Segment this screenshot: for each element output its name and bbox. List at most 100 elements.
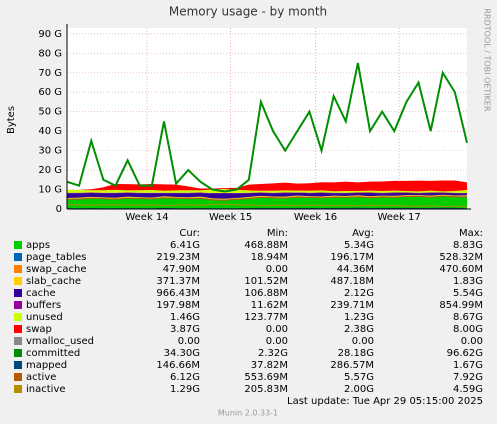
legend-stat: 196.17M	[330, 252, 374, 263]
legend-stat: 0.00	[266, 324, 288, 335]
legend-stat: 18.94M	[251, 252, 288, 263]
x-tick-label: Week 17	[377, 212, 420, 223]
legend-stat: 487.18M	[330, 276, 374, 287]
legend-stat: 197.98M	[156, 300, 200, 311]
column-header: Min:	[267, 228, 288, 239]
x-tick-label: Week 14	[125, 212, 168, 223]
last-update: Last update: Tue Apr 29 05:15:00 2025	[287, 396, 483, 407]
y-axis-label: Bytes	[6, 106, 17, 134]
legend-stat: 239.71M	[330, 300, 374, 311]
y-tick-label: 40 G	[38, 126, 62, 137]
y-tick-label: 90 G	[38, 29, 62, 40]
legend-stat: 11.62M	[251, 300, 288, 311]
legend-stat: 205.83M	[244, 384, 288, 395]
legend-name: page_tables	[26, 252, 87, 263]
legend-stat: 0.00	[352, 336, 374, 347]
legend-name: active	[26, 372, 56, 383]
legend-stat: 5.34G	[344, 240, 374, 251]
legend-name: mapped	[26, 360, 67, 371]
legend-stat: 96.62G	[447, 348, 483, 359]
area	[67, 192, 467, 194]
legend-stat: 0.00	[266, 264, 288, 275]
legend-swatch	[14, 385, 22, 393]
legend-swatch	[14, 337, 22, 345]
legend-swatch	[14, 325, 22, 333]
legend-name: vmalloc_used	[26, 336, 94, 347]
legend-swatch	[14, 301, 22, 309]
legend-stat: 0.00	[266, 336, 288, 347]
legend-name: buffers	[26, 300, 61, 311]
column-header: Max:	[459, 228, 483, 239]
area	[67, 189, 467, 193]
x-tick-label: Week 16	[294, 212, 337, 223]
legend-stat: 553.69M	[244, 372, 288, 383]
legend-stat: 854.99M	[439, 300, 483, 311]
y-tick-label: 70 G	[38, 68, 62, 79]
y-tick-label: 30 G	[38, 146, 62, 157]
legend-stat: 1.23G	[344, 312, 374, 323]
line	[66, 203, 468, 207]
legend-stat: 44.36M	[337, 264, 374, 275]
legend-name: swap_cache	[26, 264, 86, 275]
watermark: RRDTOOL / TOBI OETIKER	[483, 8, 492, 111]
x-tick-label: Week 15	[209, 212, 252, 223]
legend-stat: 123.77M	[244, 312, 288, 323]
legend-stat: 2.00G	[344, 384, 374, 395]
legend-stat: 1.46G	[170, 312, 200, 323]
column-header: Avg:	[352, 228, 374, 239]
column-header: Cur:	[179, 228, 200, 239]
legend-stat: 1.29G	[170, 384, 200, 395]
legend-stat: 468.88M	[244, 240, 288, 251]
legend-name: inactive	[26, 384, 66, 395]
chart-title: Memory usage - by month	[169, 5, 327, 19]
legend-swatch	[14, 373, 22, 381]
legend-stat: 8.00G	[453, 324, 483, 335]
legend-stat: 8.67G	[453, 312, 483, 323]
legend-stat: 106.88M	[244, 288, 288, 299]
area	[67, 180, 467, 192]
legend-swatch	[14, 313, 22, 321]
line	[66, 62, 468, 193]
y-tick-label: 50 G	[38, 107, 62, 118]
legend-name: cache	[26, 288, 56, 299]
legend-stat: 2.12G	[344, 288, 374, 299]
legend-stat: 47.90M	[163, 264, 200, 275]
y-tick-label: 80 G	[38, 48, 62, 59]
legend-stat: 2.32G	[258, 348, 288, 359]
legend-stat: 6.12G	[170, 372, 200, 383]
legend-swatch	[14, 289, 22, 297]
legend-stat: 7.92G	[453, 372, 483, 383]
legend-swatch	[14, 277, 22, 285]
line	[66, 195, 468, 201]
legend-name: unused	[26, 312, 63, 323]
y-tick-label: 10 G	[38, 185, 62, 196]
legend-stat: 1.67G	[453, 360, 483, 371]
legend-stat: 470.60M	[439, 264, 483, 275]
legend-stat: 34.30G	[164, 348, 200, 359]
legend-name: apps	[26, 240, 50, 251]
area	[67, 192, 467, 199]
legend-stat: 371.37M	[156, 276, 200, 287]
legend-stat: 2.38G	[344, 324, 374, 335]
legend-stat: 3.87G	[170, 324, 200, 335]
legend-swatch	[14, 253, 22, 261]
legend-swatch	[14, 361, 22, 369]
y-tick-label: 0	[56, 204, 62, 215]
legend-stat: 528.32M	[439, 252, 483, 263]
legend-stat: 6.41G	[170, 240, 200, 251]
legend-stat: 28.18G	[338, 348, 374, 359]
y-tick-label: 20 G	[38, 165, 62, 176]
y-tick-label: 60 G	[38, 87, 62, 98]
legend-stat: 0.00	[178, 336, 200, 347]
legend-stat: 0.00	[461, 336, 483, 347]
legend-stat: 5.54G	[453, 288, 483, 299]
legend-swatch	[14, 349, 22, 357]
legend-stat: 966.43M	[156, 288, 200, 299]
legend-name: slab_cache	[26, 276, 81, 287]
legend-stat: 146.66M	[156, 360, 200, 371]
legend-stat: 219.23M	[156, 252, 200, 263]
legend-swatch	[14, 265, 22, 273]
footer: Munin 2.0.33-1	[218, 409, 278, 418]
legend-stat: 37.82M	[251, 360, 288, 371]
